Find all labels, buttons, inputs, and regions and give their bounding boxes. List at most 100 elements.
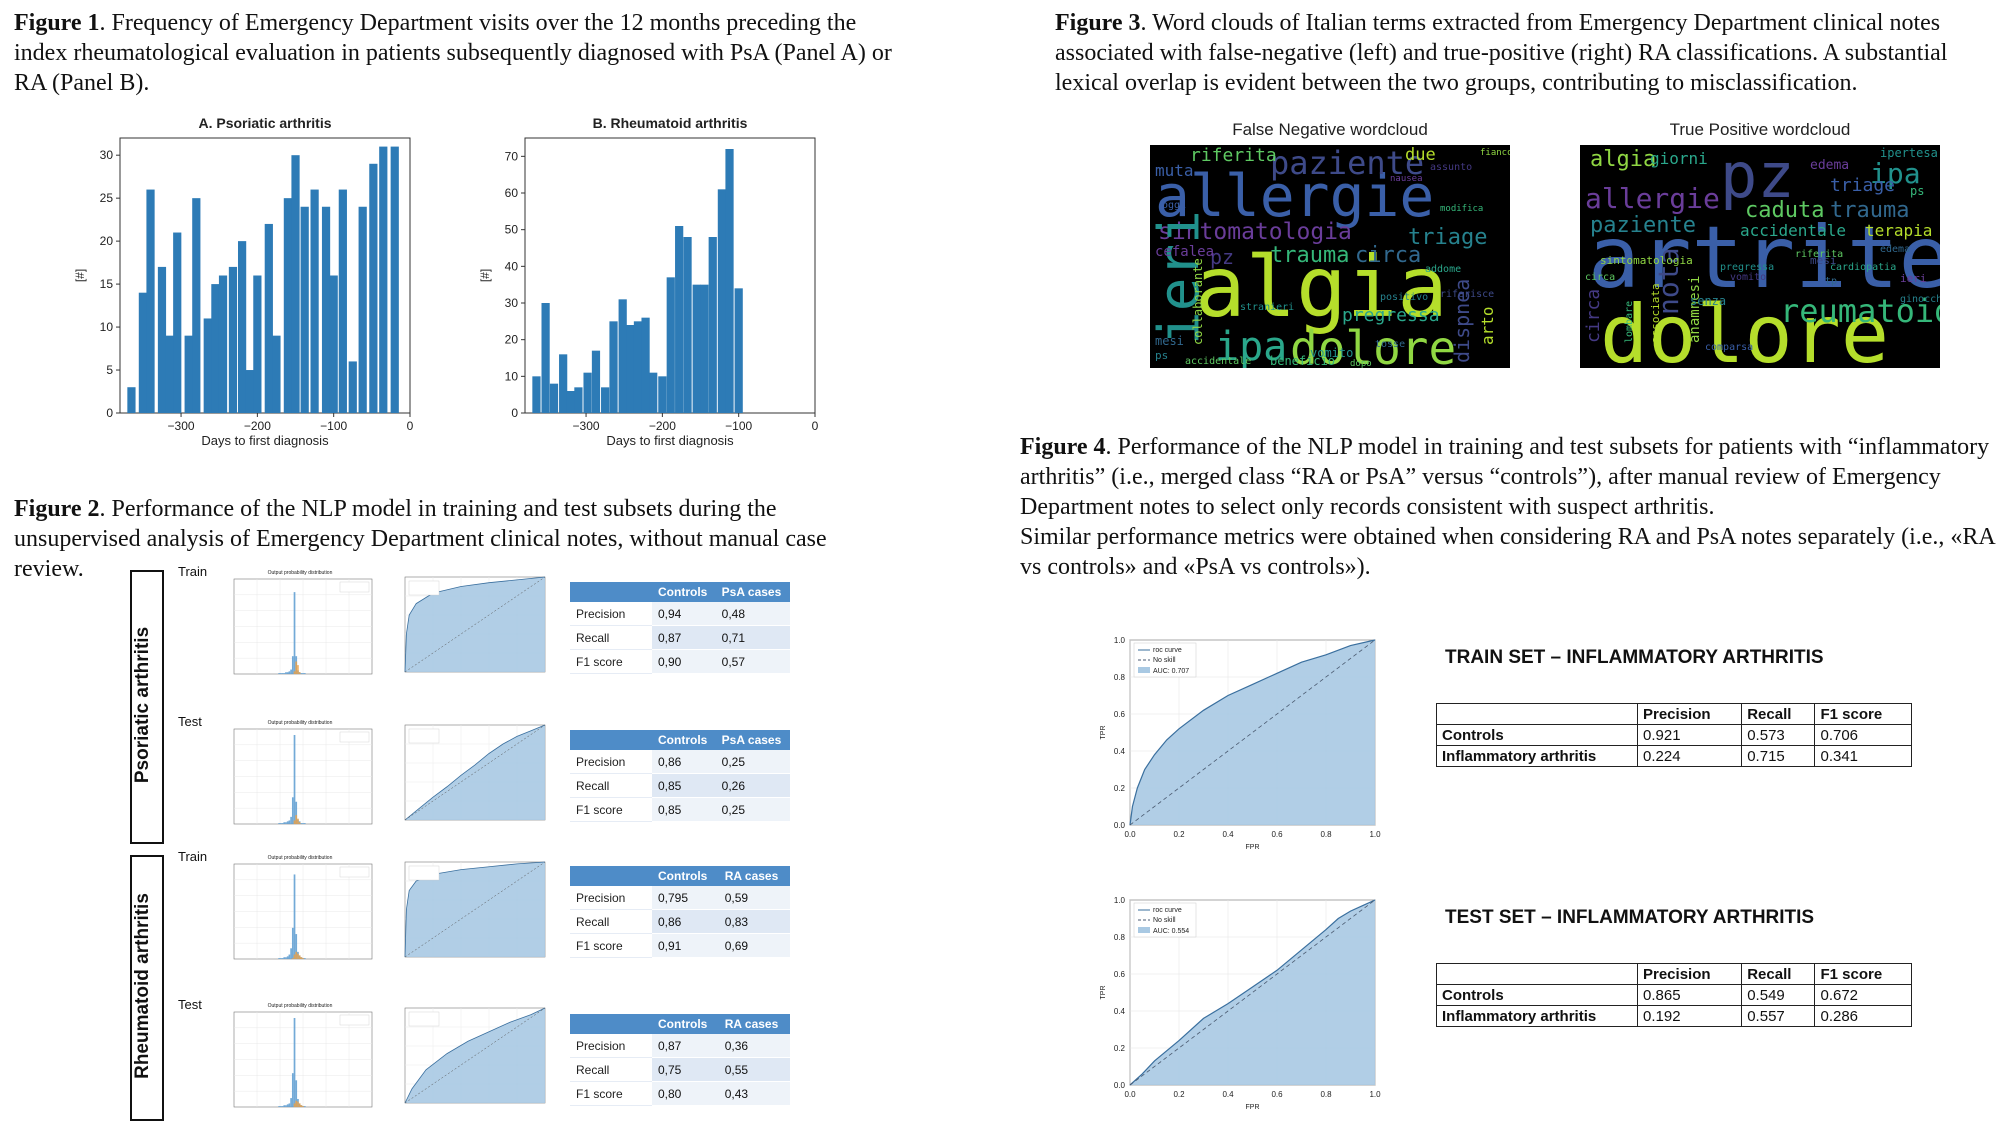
row3-train-label: Train (178, 849, 208, 864)
ra-chart-bar (683, 237, 692, 413)
wordcloud-word: beneficio (1270, 354, 1336, 368)
table-row: Controls 0.921 0.573 0.706 (1436, 724, 1912, 746)
table-row: Recall 0,85 0,26 (570, 773, 790, 798)
histogram-bar-class0 (288, 1103, 291, 1107)
psa-chart-ytick-label: 30 (100, 148, 114, 162)
ra-chart-bar (609, 321, 618, 413)
wordcloud-word: paziente (1590, 213, 1696, 238)
wordcloud-word: dolore (1600, 288, 1889, 369)
psa-chart-bar (245, 370, 254, 413)
wordcloud-word: riferita (1190, 145, 1277, 166)
metric-cell: 0.286 (1814, 1005, 1912, 1027)
histogram-bar-class1 (295, 815, 298, 824)
histogram-bar-class0 (293, 1018, 296, 1107)
wordcloud-word: anamnesi (1687, 275, 1703, 343)
psa-chart-bar (272, 335, 281, 413)
table-row-label: F1 score (570, 933, 652, 958)
histogram-bar-class0 (280, 673, 282, 674)
histogram-bar-class0 (291, 1073, 294, 1107)
wordcloud-word: dopo (1350, 359, 1372, 369)
histogram-bar-class1 (295, 1100, 298, 1107)
metric-cell: 0.224 (1636, 745, 1743, 767)
histogram-bar-class1 (297, 1101, 299, 1107)
table-cell: 0,795 (652, 886, 719, 910)
ra-chart-bar (658, 376, 667, 413)
psa-chart-ylabel: [#] (73, 269, 87, 282)
table-cell: 0,59 (718, 886, 790, 910)
psa-chart-xlabel: Days to first diagnosis (201, 433, 329, 448)
ra-group-label: Rheumatoid arthritis (132, 893, 153, 1079)
histogram-bar-class0 (293, 874, 296, 959)
wordcloud-word: ipa (1215, 324, 1288, 368)
table-row-label: F1 score (570, 649, 652, 674)
ra-chart-ytick-label: 50 (505, 223, 519, 237)
metric-header-cell: F1 score (1814, 703, 1912, 725)
histogram-ra-train: Output probability distribution (233, 855, 373, 960)
wordcloud-word: due (1405, 145, 1436, 165)
wordcloud-word: mesi (1810, 254, 1837, 267)
table-cell: 0,83 (718, 909, 790, 934)
roc-small-noskill (404, 724, 546, 821)
ra-chart-bar (717, 189, 727, 413)
histogram-bar-class0 (283, 1105, 286, 1107)
table-row: Precision 0,795 0,59 (570, 886, 790, 910)
wordcloud-word: positivo (1380, 292, 1429, 303)
stats-table-psa-test: Controls PsA cases Precision 0,86 0,25 Recall… (570, 730, 790, 822)
histogram-bar-class0 (281, 823, 284, 824)
ra-chart-bar (692, 284, 701, 413)
chart-rheumatoid-arthritis: B. Rheumatoid arthritis −300 −200 −100 0 0 10 2… (478, 115, 819, 448)
table-header-cell: Controls (652, 730, 716, 750)
roc-small-legend (408, 1011, 440, 1027)
metric-row-label: Inflammatory arthritis (1436, 1005, 1638, 1027)
wordcloud-word: accidentale (1740, 221, 1846, 240)
wordcloud-word: associata (1649, 283, 1662, 343)
psa-chart-bar (157, 266, 167, 413)
wordcloud-word: muta (1155, 161, 1194, 180)
roc-small-ra-test (404, 1007, 546, 1104)
histogram-bar-class0 (281, 1106, 284, 1107)
psa-chart-bar (390, 146, 399, 413)
histogram-bar-class0 (302, 823, 304, 824)
table-header-cell: RA cases (718, 1014, 790, 1034)
roc-test-ytick-label: 0.4 (1114, 1007, 1126, 1016)
table-cell: 0,25 (715, 750, 790, 774)
histogram-bar-class1 (291, 958, 294, 959)
ra-chart-bar (649, 372, 658, 413)
wordcloud-word: circa (1585, 272, 1616, 283)
histogram-legend (339, 731, 370, 743)
table-row-label: F1 score (570, 797, 652, 822)
wordcloud-word: dolore (1290, 321, 1457, 368)
histogram-bar-class1 (302, 1106, 304, 1107)
table-header-cell: Controls (652, 866, 719, 886)
figure4-caption: Figure 4. Performance of the NLP model i… (1020, 432, 1995, 582)
ra-chart-ytick-label: 20 (505, 333, 519, 347)
histogram-bar-class0 (291, 927, 294, 959)
wordcloud-word: edema (1880, 244, 1911, 255)
histogram-bar-class0 (286, 672, 289, 674)
histogram-bar-class0 (288, 954, 291, 959)
histogram-bar-class0 (290, 669, 292, 674)
metric-row-label: Controls (1436, 724, 1638, 746)
psa-chart-xtick-label: 0 (407, 419, 414, 433)
wordcloud-word: nausea (1390, 174, 1423, 184)
psa-chart-bar (348, 361, 357, 413)
histogram-bar-class0 (295, 801, 298, 824)
ra-chart-bar (591, 350, 601, 413)
histogram-bar-class1 (298, 822, 301, 824)
ra-chart-bar (541, 303, 550, 413)
wordcloud-word: circa (1355, 243, 1422, 268)
roc-small-noskill (404, 576, 546, 673)
figure2-label: Figure 2 (14, 496, 100, 522)
wordcloud-word: oggi (1162, 200, 1187, 211)
roc-small-psa-train (404, 576, 546, 673)
table-row: Inflammatory arthritis 0.224 0.715 0.341 (1436, 745, 1912, 767)
fn-wordcloud-title: False Negative wordcloud (1232, 120, 1428, 139)
roc-train-xtick-label: 0.6 (1271, 830, 1283, 839)
roc-test-noskill (1129, 899, 1376, 1086)
roc-test-legend-roc: roc curve (1153, 907, 1182, 914)
roc-small-curve (404, 724, 546, 821)
ra-chart-title: B. Rheumatoid arthritis (593, 115, 748, 131)
roc-test-ytick-label: 1.0 (1114, 896, 1126, 905)
roc-small-legend (408, 580, 440, 596)
ra-chart-xlabel: Days to first diagnosis (606, 433, 734, 448)
